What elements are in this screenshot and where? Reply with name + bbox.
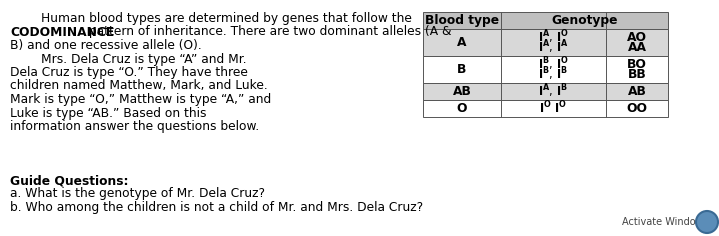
Text: AB: AB — [628, 85, 646, 98]
Text: Human blood types are determined by genes that follow the: Human blood types are determined by gene… — [10, 12, 412, 25]
Text: CODOMINANCE: CODOMINANCE — [10, 25, 114, 38]
Text: $\mathbf{I^A}$, $\mathbf{I^B}$: $\mathbf{I^A}$, $\mathbf{I^B}$ — [539, 83, 569, 100]
Bar — [423, 29, 668, 56]
Text: $\mathbf{I^B}$, $\mathbf{I^O}$: $\mathbf{I^B}$, $\mathbf{I^O}$ — [538, 56, 569, 73]
Text: O: O — [457, 102, 467, 115]
Text: B: B — [457, 63, 467, 76]
Text: BO: BO — [627, 58, 647, 71]
Text: AA: AA — [628, 41, 646, 54]
Text: b. Who among the children is not a child of Mr. and Mrs. Dela Cruz?: b. Who among the children is not a child… — [10, 201, 423, 214]
Bar — [423, 83, 668, 100]
Text: information answer the questions below.: information answer the questions below. — [10, 120, 260, 133]
Text: Mrs. Dela Cruz is type “A” and Mr.: Mrs. Dela Cruz is type “A” and Mr. — [10, 52, 247, 66]
Bar — [423, 56, 668, 83]
Text: a. What is the genotype of Mr. Dela Cruz?: a. What is the genotype of Mr. Dela Cruz… — [10, 187, 265, 201]
Text: Guide Questions:: Guide Questions: — [10, 174, 129, 187]
Text: $\mathbf{I^B}$, $\mathbf{I^B}$: $\mathbf{I^B}$, $\mathbf{I^B}$ — [539, 66, 569, 83]
Text: $\mathbf{I^O}$ $\mathbf{I^O}$: $\mathbf{I^O}$ $\mathbf{I^O}$ — [539, 100, 567, 117]
Text: A: A — [457, 36, 467, 49]
Text: Dela Cruz is type “O.” They have three: Dela Cruz is type “O.” They have three — [10, 66, 248, 79]
Text: Activate Windo: Activate Windo — [622, 217, 695, 227]
Text: AB: AB — [452, 85, 472, 98]
Text: BB: BB — [628, 68, 646, 81]
Text: B) and one recessive allele (O).: B) and one recessive allele (O). — [10, 39, 202, 52]
Ellipse shape — [696, 211, 718, 233]
Text: Genotype: Genotype — [551, 14, 618, 27]
Text: AO: AO — [627, 31, 647, 44]
Bar — [423, 100, 668, 117]
Text: pattern of inheritance. There are two dominant alleles (A &: pattern of inheritance. There are two do… — [85, 25, 452, 38]
Text: $\mathbf{I^A}$, $\mathbf{I^O}$: $\mathbf{I^A}$, $\mathbf{I^O}$ — [538, 29, 569, 46]
Text: Blood type: Blood type — [425, 14, 499, 27]
Text: $\mathbf{I^A}$, $\mathbf{I^A}$: $\mathbf{I^A}$, $\mathbf{I^A}$ — [538, 39, 569, 56]
Text: Mark is type “O,” Matthew is type “A,” and: Mark is type “O,” Matthew is type “A,” a… — [10, 93, 271, 106]
Bar — [423, 12, 668, 29]
Text: Luke is type “AB.” Based on this: Luke is type “AB.” Based on this — [10, 106, 206, 119]
Text: children named Matthew, Mark, and Luke.: children named Matthew, Mark, and Luke. — [10, 80, 267, 93]
Text: OO: OO — [626, 102, 648, 115]
